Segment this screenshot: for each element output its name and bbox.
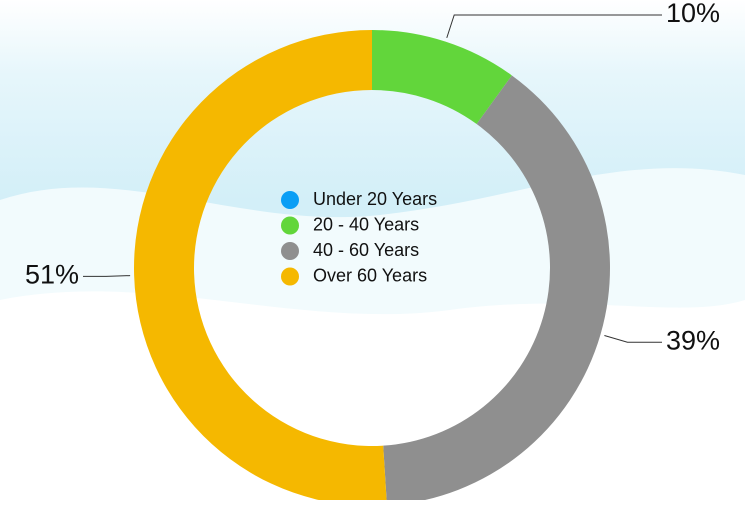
value-label: 10% bbox=[666, 0, 720, 28]
donut-slice bbox=[383, 75, 610, 505]
legend-marker bbox=[281, 267, 299, 286]
leader-line bbox=[446, 14, 662, 38]
legend-label: 20 - 40 Years bbox=[313, 214, 419, 234]
value-label: 39% bbox=[666, 325, 720, 355]
donut-slice bbox=[372, 30, 512, 124]
legend-label: Over 60 Years bbox=[313, 265, 427, 285]
legend-marker bbox=[281, 216, 299, 235]
legend-label: 40 - 60 Years bbox=[313, 240, 419, 260]
leader-line bbox=[83, 275, 131, 277]
legend-marker bbox=[281, 242, 299, 260]
value-label: 51% bbox=[25, 259, 79, 289]
donut-slice bbox=[134, 30, 387, 505]
legend-marker bbox=[281, 191, 299, 209]
legend-label: Under 20 Years bbox=[313, 189, 437, 209]
leader-line bbox=[604, 335, 662, 343]
